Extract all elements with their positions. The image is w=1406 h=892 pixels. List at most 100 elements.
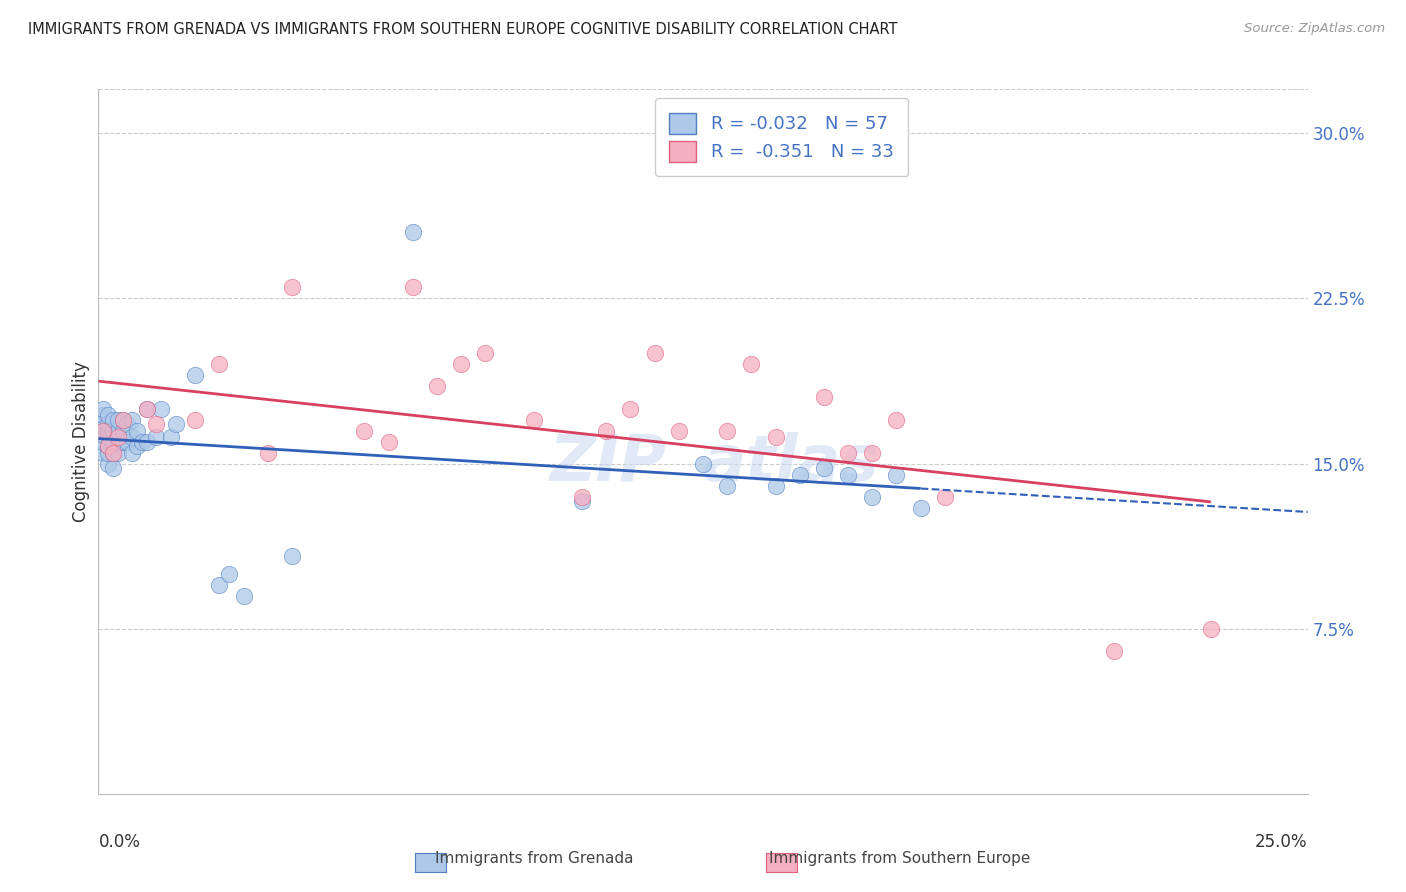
Point xyxy=(111,424,134,438)
Point xyxy=(101,445,124,459)
Point xyxy=(813,391,835,405)
Point xyxy=(644,346,666,360)
Point xyxy=(813,461,835,475)
Point xyxy=(668,424,690,438)
Text: IMMIGRANTS FROM GRENADA VS IMMIGRANTS FROM SOUTHERN EUROPE COGNITIVE DISABILITY : IMMIGRANTS FROM GRENADA VS IMMIGRANTS FR… xyxy=(28,22,897,37)
Point xyxy=(107,430,129,444)
Point xyxy=(402,225,425,239)
Point xyxy=(97,439,120,453)
Point xyxy=(184,368,207,383)
Point xyxy=(127,424,149,438)
Point xyxy=(91,401,114,416)
Point xyxy=(145,430,167,444)
Point xyxy=(127,439,149,453)
Point xyxy=(101,424,124,438)
Text: ZIP: ZIP xyxy=(550,432,666,493)
Point xyxy=(789,467,811,482)
Point xyxy=(91,408,114,422)
Point xyxy=(107,445,129,459)
Point xyxy=(910,500,932,515)
Point xyxy=(886,412,908,426)
Point xyxy=(91,412,114,426)
Text: Source: ZipAtlas.com: Source: ZipAtlas.com xyxy=(1244,22,1385,36)
Point xyxy=(91,428,114,442)
Point xyxy=(426,379,449,393)
Point xyxy=(716,478,738,492)
Text: 25.0%: 25.0% xyxy=(1256,832,1308,851)
Point xyxy=(97,439,120,453)
Point xyxy=(837,467,859,482)
Point xyxy=(595,424,617,438)
Point xyxy=(184,412,207,426)
Text: atlas: atlas xyxy=(703,432,880,493)
Point xyxy=(353,424,375,438)
Point xyxy=(121,412,143,426)
Point xyxy=(117,434,139,449)
Point xyxy=(619,401,641,416)
Point xyxy=(571,490,593,504)
Point xyxy=(135,401,157,416)
Point xyxy=(281,280,304,294)
Point xyxy=(97,445,120,459)
Point xyxy=(281,549,304,563)
Point xyxy=(91,434,114,449)
Point xyxy=(107,412,129,426)
Point xyxy=(402,280,425,294)
Point xyxy=(208,358,231,372)
Point xyxy=(97,417,120,431)
Point xyxy=(165,417,187,431)
Point xyxy=(145,417,167,431)
Point xyxy=(860,490,883,504)
Point xyxy=(208,577,231,591)
Point xyxy=(111,412,134,426)
Point xyxy=(377,434,399,449)
Point xyxy=(97,424,120,438)
Point xyxy=(91,424,114,438)
Point xyxy=(571,494,593,508)
Point xyxy=(523,412,546,426)
Point xyxy=(121,430,143,444)
Point xyxy=(150,401,173,416)
Point xyxy=(765,430,787,444)
Point xyxy=(97,408,120,422)
Point xyxy=(256,445,278,459)
Point xyxy=(692,457,714,471)
Point xyxy=(740,358,762,372)
Point xyxy=(117,417,139,431)
Point xyxy=(107,424,129,438)
Point xyxy=(101,461,124,475)
Text: Immigrants from Grenada: Immigrants from Grenada xyxy=(434,851,634,865)
Point xyxy=(131,434,153,449)
Point xyxy=(1199,622,1222,636)
Point xyxy=(716,424,738,438)
Point xyxy=(111,434,134,449)
Point xyxy=(934,490,956,504)
Point xyxy=(135,434,157,449)
Point xyxy=(107,434,129,449)
Point xyxy=(218,566,240,581)
Point xyxy=(101,412,124,426)
Point xyxy=(232,589,254,603)
Point xyxy=(160,430,183,444)
Legend: R = -0.032   N = 57, R =  -0.351   N = 33: R = -0.032 N = 57, R = -0.351 N = 33 xyxy=(655,98,908,176)
Point xyxy=(886,467,908,482)
Point xyxy=(860,445,883,459)
Text: 0.0%: 0.0% xyxy=(98,832,141,851)
Point xyxy=(91,445,114,459)
Point xyxy=(101,434,124,449)
Point xyxy=(111,412,134,426)
Point xyxy=(97,457,120,471)
Point xyxy=(765,478,787,492)
Point xyxy=(97,430,120,444)
Y-axis label: Cognitive Disability: Cognitive Disability xyxy=(72,361,90,522)
Point xyxy=(837,445,859,459)
Point xyxy=(1102,644,1125,658)
Point xyxy=(91,417,114,431)
Point xyxy=(135,401,157,416)
Point xyxy=(474,346,496,360)
Point xyxy=(450,358,472,372)
Point xyxy=(101,445,124,459)
Point xyxy=(121,445,143,459)
Point xyxy=(91,424,114,438)
Text: Immigrants from Southern Europe: Immigrants from Southern Europe xyxy=(769,851,1031,865)
